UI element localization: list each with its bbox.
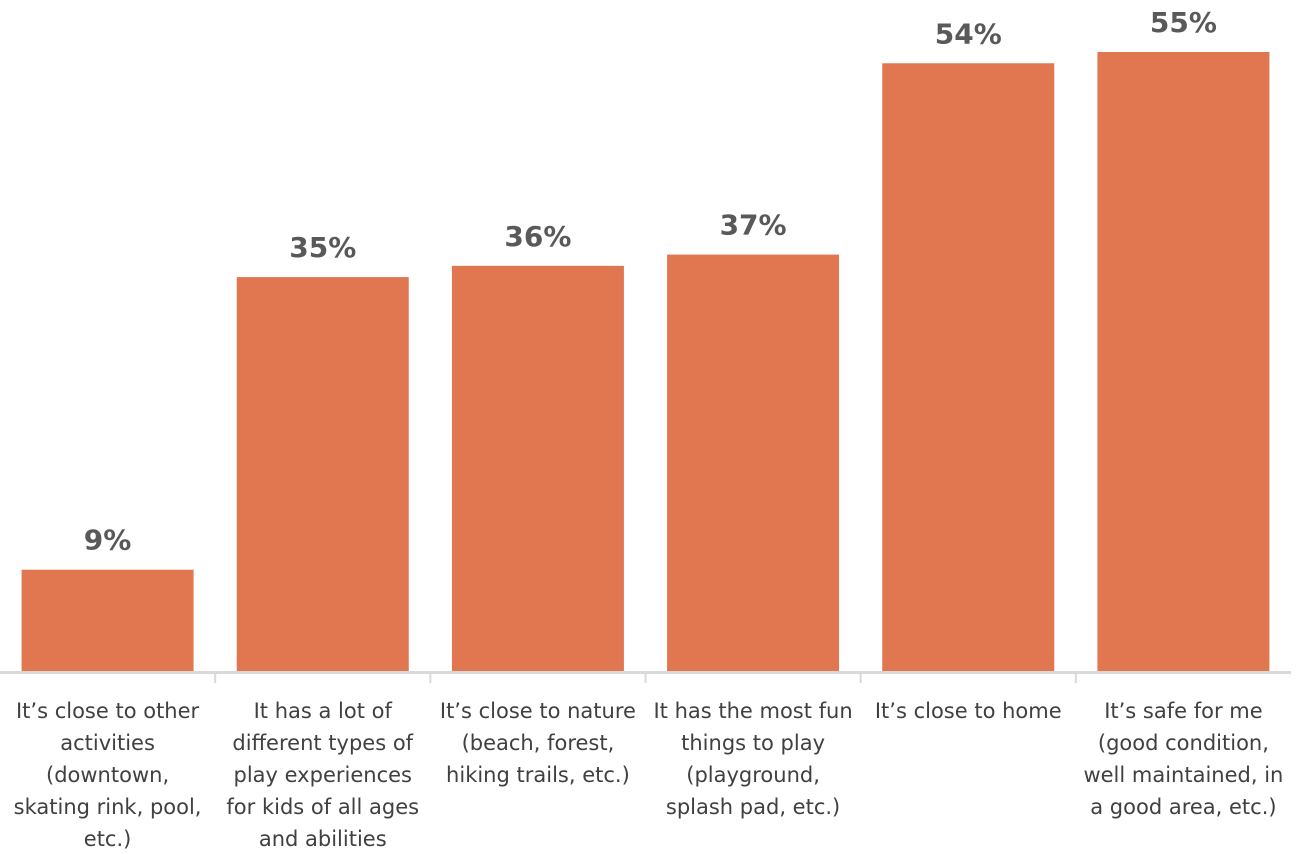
value-label-2: 35% — [289, 231, 356, 264]
category-label-line: for kids of all ages — [226, 795, 419, 819]
category-label-line: (beach, forest, — [462, 731, 615, 755]
category-label-line: a good area, etc.) — [1090, 795, 1276, 819]
category-label-line: It’s close to nature — [440, 699, 636, 723]
category-label-4: It has the most fun things to play (playgr… — [653, 699, 852, 819]
category-label-line: hiking trails, etc.) — [446, 763, 630, 787]
value-labels-group: 9% 35% 36% 37% 54% 55% — [84, 6, 1217, 557]
value-label-6: 55% — [1150, 6, 1217, 39]
category-label-line: activities — [60, 731, 155, 755]
value-label-3: 36% — [504, 220, 571, 253]
category-label-line: splash pad, etc.) — [666, 795, 840, 819]
category-label-line: It has a lot of — [254, 699, 393, 723]
category-label-line: things to play — [681, 731, 825, 755]
value-label-4: 37% — [720, 209, 787, 242]
category-label-line: (good condition, — [1098, 731, 1269, 755]
category-label-line: (downtown, — [46, 763, 169, 787]
category-label-line: It has the most fun — [653, 699, 852, 723]
bar-5 — [882, 63, 1055, 672]
x-axis-ticks — [214, 671, 1077, 683]
value-label-5: 54% — [935, 17, 1002, 50]
bars-group — [21, 52, 1270, 672]
bar-4 — [667, 254, 840, 671]
category-label-line: and abilities — [259, 827, 387, 851]
category-label-line: play experiences — [234, 763, 412, 787]
category-label-1: It’s close to other activities (downtown, s… — [14, 699, 202, 851]
bar-6 — [1097, 52, 1270, 671]
category-label-line: (playground, — [686, 763, 820, 787]
category-labels-group: It’s close to other activities (downtown, s… — [14, 699, 1284, 851]
category-label-2: It has a lot of different types of play ex… — [226, 699, 419, 851]
category-label-3: It’s close to nature (beach, forest, hikin… — [440, 699, 636, 787]
category-label-line: It’s safe for me — [1104, 699, 1262, 723]
category-label-6: It’s safe for me (good condition, well mai… — [1083, 699, 1283, 819]
category-label-line: etc.) — [84, 827, 132, 851]
category-label-line: well maintained, in — [1083, 763, 1283, 787]
bar-2 — [236, 277, 409, 671]
category-label-line: different types of — [232, 731, 413, 755]
category-label-5: It’s close to home — [875, 699, 1062, 723]
category-label-line: It’s close to other — [16, 699, 200, 723]
value-label-1: 9% — [84, 524, 132, 557]
category-label-line: It’s close to home — [875, 699, 1062, 723]
category-label-line: skating rink, pool, — [14, 795, 202, 819]
bar-1 — [21, 569, 194, 671]
bar-3 — [451, 265, 624, 671]
